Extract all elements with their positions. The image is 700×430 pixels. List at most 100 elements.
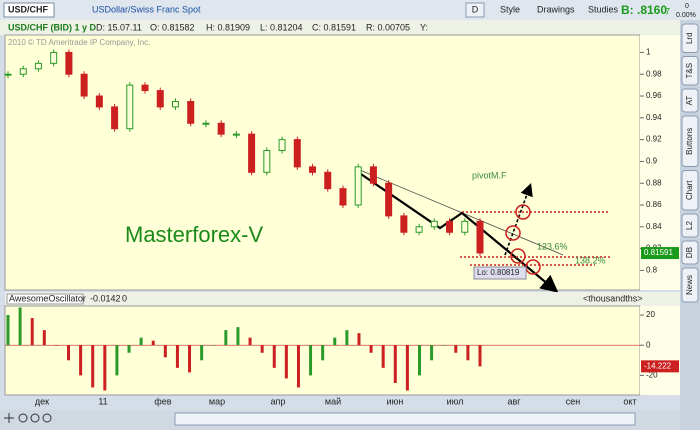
osc-bar [188, 345, 192, 373]
description: USDollar/Swiss Franc Spot [92, 4, 201, 14]
candle [476, 220, 484, 254]
candle [446, 220, 454, 233]
symbol-box[interactable] [3, 2, 55, 18]
sidebar-tab[interactable] [681, 88, 699, 113]
style-button[interactable]: Style [500, 4, 520, 14]
x-tick-label: июн [387, 396, 404, 406]
osc-bar [284, 345, 288, 379]
x-tick-label: июл [447, 396, 464, 406]
period-button[interactable] [465, 2, 485, 18]
y-tick-label: 0.94 [646, 113, 662, 122]
low-box [473, 266, 527, 280]
candle [385, 182, 393, 217]
osc-bar [248, 337, 252, 346]
bid-digit: 7 [665, 6, 670, 16]
candle [278, 139, 286, 152]
y-tick-label: 0.8 [646, 265, 658, 274]
sidebar-tab[interactable] [681, 240, 699, 265]
info-title: USD/CHF (BID) 1 y D [8, 22, 97, 32]
annotation: Lo: 0.80819 [477, 268, 520, 277]
candle [4, 73, 12, 76]
info-bar [0, 20, 680, 35]
candle [248, 133, 256, 173]
sidebar-tab[interactable] [681, 213, 699, 238]
osc-bar [272, 345, 276, 368]
y-tick-label: 0.84 [646, 222, 662, 231]
x-tick-label: окт [623, 396, 636, 406]
sidebar-tab[interactable] [681, 56, 699, 86]
osc-bar [357, 333, 361, 346]
candle [50, 51, 58, 64]
candle [354, 166, 362, 206]
candle [415, 226, 423, 233]
osc-header [5, 292, 680, 306]
osc-bar [345, 330, 349, 346]
x-tick-label: сен [566, 396, 581, 406]
osc-title-box [6, 293, 84, 305]
last-price: 0.81591 [644, 248, 673, 257]
scroll-thumb[interactable] [174, 412, 636, 426]
candle [65, 51, 73, 75]
sidebar-tab[interactable] [681, 115, 699, 167]
osc-axis [640, 306, 680, 395]
osc-bar [309, 345, 313, 376]
osc-bar [466, 345, 470, 361]
x-tick-label: 11 [98, 396, 107, 406]
osc-bar [321, 345, 325, 361]
sidebar-tab[interactable] [681, 23, 699, 53]
osc-bar [79, 345, 83, 376]
candle [430, 220, 438, 228]
y-tick-label: 0.96 [646, 91, 662, 100]
osc-bar [18, 307, 22, 346]
y-tick-label: 20 [646, 310, 655, 319]
sidebar-tab-label: T&S [685, 63, 694, 79]
osc-bar [417, 345, 421, 376]
y-tick-label: 1 [646, 48, 651, 57]
zoom-controls[interactable] [4, 413, 52, 423]
osc-bar [67, 345, 71, 361]
x-tick-label: фев [154, 396, 171, 406]
candle [461, 220, 469, 233]
osc-bar [151, 340, 155, 346]
osc-bar [478, 345, 482, 367]
sidebar-tab-label: News [685, 275, 694, 295]
osc-bar [6, 315, 10, 346]
sidebar-tab-label: Buttons [685, 128, 694, 155]
sidebar-tabs: Lrd T&S AT Buttons Chart L2 DB News [681, 23, 699, 303]
x-tick-label: апр [271, 396, 286, 406]
osc-bar [139, 337, 143, 346]
sidebar-tab[interactable] [681, 267, 699, 303]
studies-button[interactable]: Studies [588, 4, 619, 14]
sidebar-tab[interactable] [681, 170, 699, 211]
osc-bar [163, 345, 167, 358]
y-tick-label: 0.9 [646, 157, 658, 166]
drawings-button[interactable]: Drawings [537, 4, 575, 14]
annotation: 138.2% [575, 255, 606, 265]
osc-bar [296, 345, 300, 388]
osc-bar [30, 318, 34, 346]
candle [141, 84, 149, 92]
sidebar-tab-label: AT [685, 96, 694, 106]
osc-bar [200, 345, 204, 361]
osc-zero: 0 [122, 293, 127, 303]
osc-title: AwesomeOscillator [9, 293, 86, 303]
bid: .8160 [637, 3, 667, 17]
sidebar-tab-label: Chart [685, 180, 694, 200]
watermark: Masterforex-V [125, 222, 263, 247]
osc-bar [103, 345, 107, 391]
candle [293, 139, 301, 168]
x-tick-label: мар [209, 396, 225, 406]
osc-bar [212, 345, 216, 346]
candle [202, 122, 210, 125]
candle [217, 122, 225, 135]
annotation: 123.6% [537, 241, 568, 251]
candle [324, 171, 332, 190]
info-close: C: 0.81591 [312, 22, 356, 32]
sidebar-tab-label: DB [685, 247, 694, 258]
x-tick-label: дек [35, 396, 49, 406]
toolbar [0, 0, 700, 20]
osc-bar [442, 345, 446, 346]
candle [369, 166, 377, 184]
change-pct: 0.00% [676, 12, 696, 19]
